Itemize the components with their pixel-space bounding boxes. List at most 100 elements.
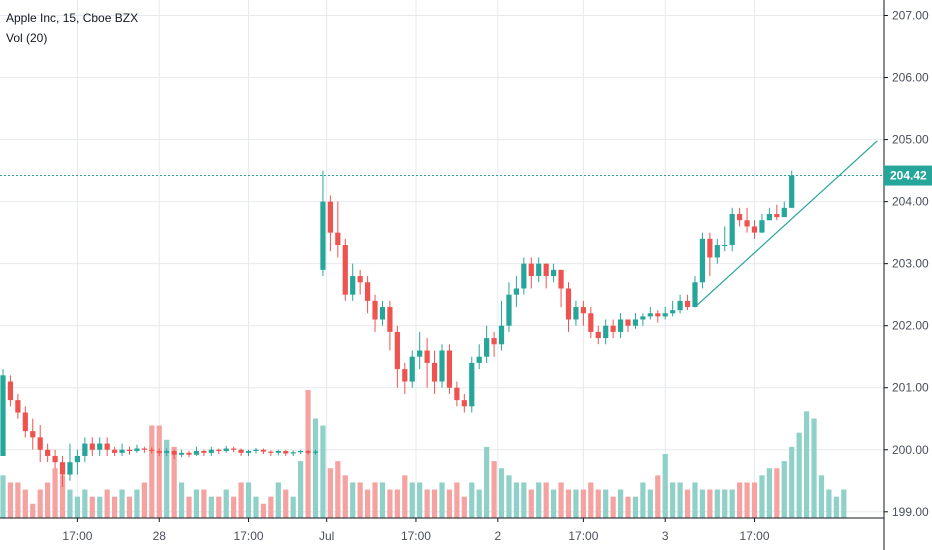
volume-bar (551, 489, 557, 518)
volume-bar (707, 489, 713, 518)
candle-body (543, 263, 549, 277)
volume-bar (588, 482, 594, 518)
chart-legend: Apple Inc, 15, Cboe BZX Vol (20) (6, 8, 138, 48)
volume-bar (52, 468, 58, 518)
volume-bar (260, 503, 267, 518)
candle-body (275, 451, 281, 453)
time-tick-label: 17:00 (234, 529, 264, 543)
candle-body (454, 387, 460, 401)
candle-body (37, 437, 43, 450)
candle-body (528, 263, 534, 277)
candle-body (253, 449, 259, 452)
last-price-label-bg (884, 165, 932, 186)
volume-bar (134, 489, 140, 518)
volume-bar (595, 489, 601, 518)
candle-body (603, 325, 609, 339)
price-tick-label: 199.00 (892, 505, 929, 519)
volume-bars (0, 390, 847, 518)
volume-bar (268, 496, 274, 518)
candle-body (573, 307, 579, 320)
candle-body (97, 443, 103, 450)
candle-body (305, 451, 311, 453)
volume-bar (364, 489, 371, 518)
volume-bar (759, 475, 765, 518)
time-tick-label: 17:00 (739, 529, 769, 543)
volume-bar (342, 475, 348, 518)
volume-bar (0, 475, 6, 518)
volume-bar (141, 482, 147, 518)
candle-body (610, 325, 616, 332)
volume-bar (253, 496, 259, 518)
candle-body (268, 451, 274, 453)
volume-bar (216, 496, 222, 518)
candle-body (30, 431, 36, 438)
volume-bar (498, 468, 505, 518)
candle-body (498, 325, 505, 345)
volume-bar (699, 489, 706, 518)
volume-bar (424, 489, 430, 518)
candle-body (245, 451, 252, 453)
volume-bar (74, 496, 81, 518)
candle-body (692, 282, 698, 308)
volume-bar (7, 482, 14, 518)
time-axis[interactable]: 17:00 28 17:00 Jul 17:00 2 17:00 3 17:00 (0, 517, 884, 543)
candle-body (439, 350, 445, 382)
candle-body (231, 448, 237, 450)
volume-indicator-title[interactable]: Vol (20) (6, 31, 48, 45)
candle-body (208, 449, 214, 453)
volume-bar (558, 482, 564, 518)
candle-body (699, 238, 706, 283)
candle-body (379, 307, 386, 320)
candle-body (298, 451, 304, 453)
grid-lines (0, 0, 884, 518)
candle-body (134, 448, 140, 452)
candle-body (588, 313, 594, 332)
volume-bar (126, 496, 133, 518)
candle-body (744, 220, 750, 227)
time-tick-label: 2 (494, 529, 501, 543)
volume-bar (402, 475, 408, 518)
candle-body (774, 214, 780, 218)
candle-body (119, 449, 125, 453)
candle-body (632, 319, 639, 326)
volume-bar (818, 475, 825, 518)
volume-bar (506, 475, 512, 518)
trendline-drawing[interactable] (694, 140, 878, 308)
volume-bar (223, 489, 229, 518)
candle-body (565, 288, 572, 320)
price-tick-label: 204.00 (892, 195, 929, 209)
candle-body (260, 449, 267, 452)
candle-body (52, 455, 58, 463)
candle-body (781, 207, 787, 218)
last-price-label-text: 204.42 (890, 169, 927, 183)
candle-body (551, 269, 557, 277)
volume-bar (803, 411, 810, 518)
candle-body (402, 369, 408, 382)
volume-bar (692, 482, 698, 518)
time-tick-label: 17:00 (401, 529, 431, 543)
volume-bar (67, 489, 73, 518)
volume-bar (335, 461, 341, 518)
candle-body (595, 331, 601, 339)
volume-bar (484, 446, 490, 518)
candle-body (82, 443, 88, 456)
candle-body (283, 451, 289, 454)
volume-bar (97, 496, 103, 518)
volume-bar (231, 496, 237, 518)
volume-bar (30, 503, 36, 518)
volume-bar (59, 475, 66, 518)
time-tick-label: 3 (662, 529, 669, 543)
candle-body (149, 449, 155, 452)
price-tick-label: 207.00 (892, 9, 929, 23)
volume-bar (119, 489, 125, 518)
symbol-title[interactable]: Apple Inc, 15, Cboe BZX (6, 11, 139, 25)
volume-bar (833, 496, 839, 518)
volume-bar (164, 439, 170, 518)
candle-body (424, 350, 430, 363)
candle-body (759, 220, 765, 233)
volume-bar (826, 489, 832, 518)
candle-body (342, 245, 348, 295)
price-axis[interactable]: 207.00 206.00 205.00 204.00 203.00 202.00 201.… (883, 0, 929, 550)
